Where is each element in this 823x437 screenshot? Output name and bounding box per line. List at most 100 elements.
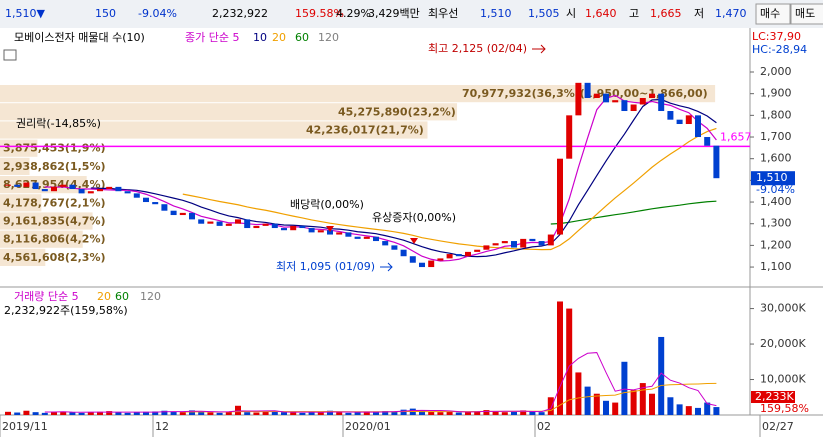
candle bbox=[474, 249, 481, 252]
y-tick-label: 30,000K bbox=[760, 302, 806, 315]
top-bar-item: 저 bbox=[694, 7, 704, 20]
candle bbox=[630, 104, 637, 112]
volume-bar bbox=[538, 412, 545, 415]
volume-bar bbox=[391, 411, 398, 415]
top-bar-item: 150 bbox=[95, 7, 116, 20]
volume-bar bbox=[455, 412, 462, 415]
profile-bar bbox=[0, 194, 42, 212]
candle bbox=[465, 251, 471, 257]
volume-bar bbox=[593, 393, 600, 415]
candle bbox=[667, 111, 674, 120]
candle bbox=[115, 186, 122, 192]
y-tick-label: 1,800 bbox=[760, 108, 792, 121]
volume-bar bbox=[639, 383, 646, 415]
ma-line bbox=[550, 200, 717, 225]
button-bg[interactable] bbox=[790, 3, 823, 25]
vol-current-label: 2,233K bbox=[755, 390, 794, 403]
volume-bar bbox=[465, 411, 471, 415]
volume-bar bbox=[69, 412, 76, 415]
volume-bar bbox=[281, 412, 287, 415]
candle bbox=[428, 260, 435, 268]
volume-bar bbox=[373, 411, 379, 415]
candle bbox=[409, 256, 416, 263]
volume-ma bbox=[44, 352, 717, 413]
candle bbox=[143, 197, 149, 203]
candle bbox=[391, 245, 398, 250]
volume-bar bbox=[207, 412, 214, 415]
legend-item: 모베이스전자 매물대 수(10) bbox=[14, 31, 145, 44]
candle bbox=[345, 232, 352, 237]
grid-icon[interactable] bbox=[3, 49, 17, 61]
top-bar-item[interactable]: 매수 bbox=[760, 7, 780, 20]
candle bbox=[179, 212, 186, 216]
candle bbox=[501, 241, 508, 244]
candle bbox=[658, 93, 665, 112]
legend-item: 60 bbox=[115, 290, 129, 303]
candle bbox=[299, 225, 306, 229]
profile-label: 2,938,862(1,5%) bbox=[3, 160, 106, 173]
candle bbox=[566, 115, 573, 159]
y-tick-label: 2,000 bbox=[760, 65, 792, 78]
volume-bar bbox=[225, 411, 232, 415]
candle bbox=[23, 182, 30, 187]
profile-label: 8,627,954(4,4%) bbox=[3, 178, 106, 191]
legend-item: 거래량 단순 5 bbox=[14, 290, 79, 303]
profile-label: 9,161,835(4,7%) bbox=[3, 215, 106, 228]
volume-bar bbox=[547, 397, 554, 415]
candle bbox=[511, 241, 517, 248]
candle bbox=[649, 93, 655, 99]
volume-bar bbox=[161, 410, 168, 415]
volume-bar bbox=[529, 411, 536, 415]
volume-bar bbox=[345, 412, 352, 415]
candle bbox=[124, 191, 131, 194]
candle bbox=[225, 223, 232, 226]
candle bbox=[575, 82, 582, 116]
volume-bar bbox=[428, 411, 435, 415]
volume-bar bbox=[189, 410, 195, 415]
candle bbox=[244, 219, 251, 229]
marker bbox=[326, 226, 334, 232]
candle bbox=[612, 100, 619, 103]
candle bbox=[152, 202, 159, 205]
x-tick-label: 12 bbox=[155, 420, 169, 433]
candle bbox=[161, 204, 168, 211]
candle bbox=[14, 184, 21, 187]
candle bbox=[363, 236, 370, 239]
volume-bar bbox=[14, 412, 21, 415]
volume-bar bbox=[658, 336, 665, 415]
y-tick-label: 1,200 bbox=[760, 238, 792, 251]
arrow bbox=[532, 44, 546, 54]
top-bar-item: 2,232,922 bbox=[212, 7, 268, 20]
y-tick-label: 1,400 bbox=[760, 195, 792, 208]
legend-item: 20 bbox=[272, 31, 286, 44]
legend-item: 종가 단순 5 bbox=[185, 31, 239, 44]
profile-bar bbox=[0, 230, 83, 248]
candle bbox=[5, 184, 11, 186]
volume-ma bbox=[182, 382, 717, 413]
volume-bar bbox=[667, 397, 674, 415]
button-bg[interactable] bbox=[755, 3, 791, 25]
volume-bar bbox=[133, 412, 140, 415]
volume-bar bbox=[483, 410, 490, 415]
candle bbox=[290, 225, 297, 231]
candle bbox=[437, 258, 444, 261]
candle bbox=[317, 230, 324, 233]
candle bbox=[557, 158, 563, 235]
volume-bar bbox=[124, 412, 131, 415]
volume-bar bbox=[446, 411, 453, 415]
volume-bar bbox=[575, 372, 582, 415]
profile-label: 45,275,890(23,2%) bbox=[338, 105, 456, 118]
profile-label: 8,116,806(4,2%) bbox=[3, 233, 106, 246]
candle bbox=[327, 230, 333, 235]
candle bbox=[603, 93, 609, 103]
annotation: 유상증자(0,00%) bbox=[372, 211, 456, 224]
volume-bar bbox=[5, 411, 11, 415]
top-bar bbox=[0, 0, 823, 28]
candle bbox=[529, 238, 536, 242]
candle bbox=[198, 219, 205, 224]
volume-bar bbox=[501, 412, 508, 415]
volume-bar bbox=[179, 412, 186, 415]
volume-bar bbox=[78, 412, 85, 415]
candle bbox=[483, 245, 490, 250]
top-bar-item[interactable]: 매도 bbox=[795, 7, 815, 20]
